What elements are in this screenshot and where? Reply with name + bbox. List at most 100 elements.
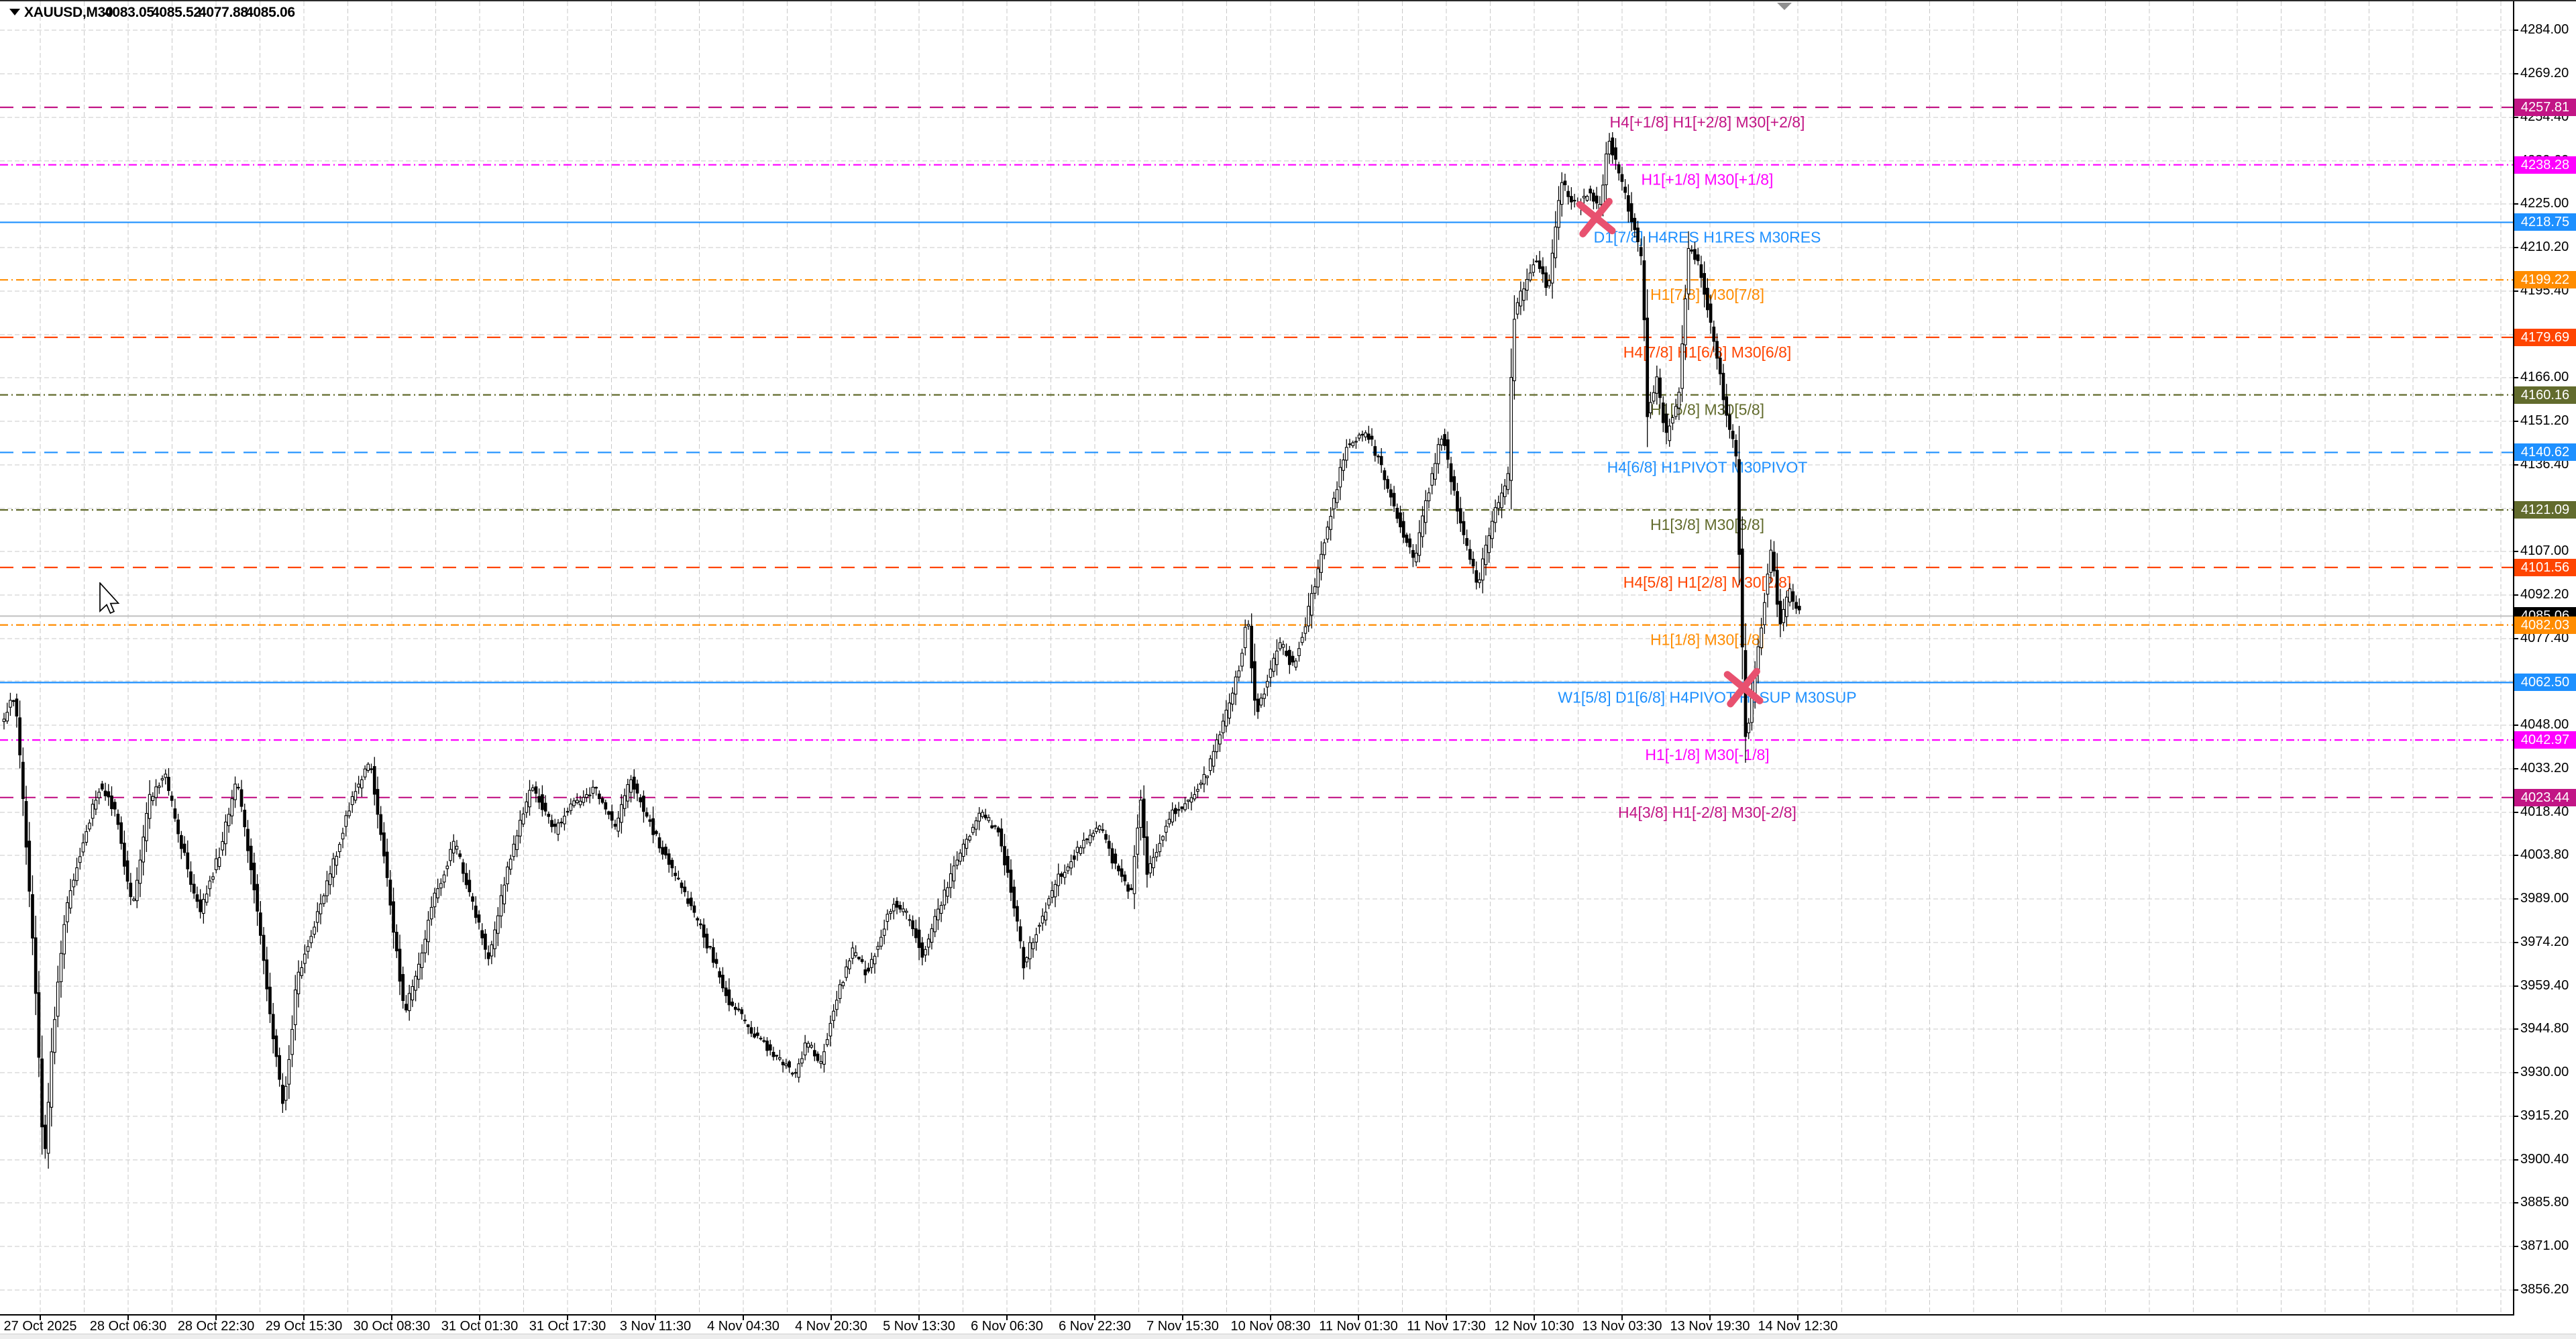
x-mark[interactable]: [1723, 667, 1764, 708]
candle-body: [1535, 260, 1538, 262]
candle-body: [471, 896, 474, 902]
ohlc-close-value: 4085.06: [246, 5, 295, 20]
symbol-caret-icon[interactable]: [9, 9, 20, 15]
candle-body: [157, 786, 161, 788]
candle: [1671, 415, 1674, 431]
candle: [825, 1032, 829, 1047]
level-labels: H4[+1/8] H1[+2/8] M30[+2/8] H1[+1/8] M30[…: [1558, 113, 1856, 821]
candle-body: [1458, 508, 1462, 524]
candle: [62, 915, 66, 969]
candle: [1589, 185, 1593, 201]
candle-body: [1018, 926, 1022, 942]
candle-body: [1772, 551, 1776, 572]
candle-body: [1548, 280, 1551, 286]
candle-body: [1566, 191, 1570, 197]
time-tick-label: 31 Oct 01:30: [441, 1319, 519, 1334]
candle-body: [1614, 147, 1617, 160]
candle-body: [1117, 865, 1120, 871]
time-tick-mark: [1534, 1316, 1535, 1320]
candle-body: [1519, 290, 1523, 307]
candle: [727, 978, 731, 1012]
candle: [284, 1076, 288, 1111]
candle: [1607, 133, 1611, 164]
time-tick-label: 6 Nov 06:30: [971, 1319, 1043, 1334]
candle: [366, 762, 370, 773]
candle-body: [629, 779, 633, 793]
candle: [1152, 849, 1155, 876]
x-mark[interactable]: [1576, 197, 1616, 237]
time-tick-mark: [1182, 1316, 1183, 1320]
candle-body: [854, 952, 858, 957]
candle: [1243, 619, 1247, 656]
candle: [525, 792, 529, 818]
candle: [214, 849, 218, 873]
candle: [1053, 879, 1057, 908]
candle: [1085, 838, 1089, 845]
candle: [68, 879, 72, 914]
price-tick-label: 4210.20: [2520, 239, 2569, 254]
candle: [1686, 231, 1690, 311]
candle-body: [1316, 568, 1320, 588]
candle-body: [902, 908, 905, 912]
candle-body: [867, 967, 870, 972]
candle-body: [1148, 863, 1152, 873]
candle: [480, 923, 484, 945]
candle-body: [18, 717, 21, 755]
candle: [1240, 648, 1244, 672]
candle-body: [315, 911, 319, 923]
price-level-badge: 4179.69: [2514, 328, 2576, 346]
candle: [613, 819, 617, 830]
candle: [876, 941, 880, 957]
candle: [160, 775, 164, 788]
candle: [1592, 189, 1595, 210]
candle: [94, 790, 98, 815]
candle: [692, 901, 696, 918]
candle: [559, 818, 564, 828]
candle: [486, 945, 490, 966]
candle: [303, 944, 307, 973]
price-tick-mark: [2514, 290, 2518, 292]
candle-body: [977, 812, 981, 822]
candle: [585, 788, 588, 802]
candle: [835, 991, 839, 1017]
candle: [1452, 470, 1456, 496]
candle: [1399, 505, 1402, 533]
candle-body: [398, 949, 402, 982]
candle: [1332, 491, 1336, 519]
candle: [519, 810, 522, 844]
candle-body: [598, 794, 601, 800]
candle: [202, 893, 205, 924]
candle-body: [192, 883, 196, 894]
candle-body: [176, 819, 180, 835]
time-tick-label: 3 Nov 11:30: [619, 1319, 692, 1334]
candle-body: [230, 798, 234, 816]
candle-body: [347, 810, 351, 816]
chart-shift-marker-icon[interactable]: [1777, 3, 1792, 10]
candle-body: [363, 768, 367, 778]
candle-body: [1183, 803, 1187, 810]
candle-body: [1332, 498, 1336, 510]
candle-body: [1383, 470, 1387, 480]
candle-body: [135, 879, 139, 902]
candle: [1066, 863, 1070, 874]
candle: [990, 820, 994, 829]
candle: [1449, 456, 1453, 495]
candle: [5, 702, 9, 724]
candle-body: [987, 817, 991, 821]
candle: [1570, 187, 1573, 210]
candle: [477, 910, 481, 930]
candle: [1585, 195, 1589, 202]
candle-body: [683, 886, 687, 892]
candle-body: [423, 939, 427, 953]
candle-body: [1747, 722, 1751, 733]
candle: [1424, 490, 1428, 535]
candle-body: [265, 959, 269, 989]
candle: [569, 798, 573, 815]
candle-body: [40, 1058, 44, 1128]
candle: [788, 1060, 791, 1073]
price-tick-label: 3885.80: [2520, 1195, 2569, 1210]
candle: [955, 851, 959, 870]
candle: [983, 808, 987, 820]
candle: [1513, 295, 1516, 400]
